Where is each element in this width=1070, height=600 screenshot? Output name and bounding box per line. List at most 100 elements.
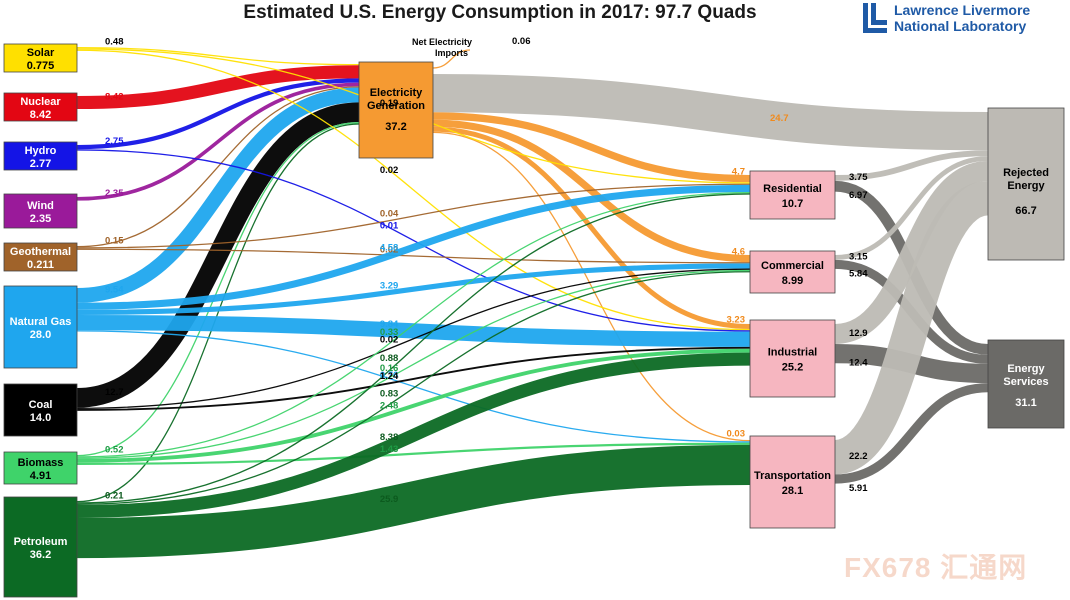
flow-label-transportation-to-services: 5.91	[849, 483, 868, 494]
sector-box-residential	[749, 170, 836, 220]
flow-label-biomass-to-transportation: 1.43	[380, 444, 399, 455]
sector-node-industrial: Industrial 25.2	[749, 319, 836, 398]
source-name-natural-gas: Natural Gas	[10, 316, 72, 328]
flow-label-biomass-to-electricity: 0.52	[105, 445, 124, 456]
flow-label-imports-to-electricity: 0.06	[512, 36, 531, 47]
flow-geothermal-to-residential	[76, 183, 751, 249]
source-box-petroleum	[3, 496, 78, 598]
flow-label-residential-to-rejected: 3.75	[849, 172, 868, 183]
source-box-solar	[3, 43, 78, 73]
sector-node-transportation: Transportation 28.1	[749, 435, 836, 529]
sector-value-commercial: 8.99	[782, 275, 803, 287]
source-value-geothermal: 0.211	[27, 259, 54, 271]
source-name-wind: Wind	[27, 200, 54, 212]
source-name-nuclear: Nuclear	[20, 96, 61, 108]
flow-biomass-to-residential	[76, 191, 751, 458]
imports-label-line-1: Net Electricity	[412, 37, 472, 47]
flow-geothermal-to-commercial	[76, 248, 751, 264]
llnl-logo-line-2: National Laboratory	[894, 18, 1027, 34]
flow-label-electricity-to-industrial: 3.23	[727, 315, 746, 326]
sector-name-transportation: Transportation	[754, 470, 831, 482]
flow-label-hydro-to-electricity: 2.75	[105, 136, 124, 147]
flow-label-residential-to-services: 6.97	[849, 190, 868, 201]
flow-petroleum-to-commercial	[76, 271, 751, 505]
labels-layer: 0.48 8.42 2.75 2.35 0.15 9.54 12.7 0.52 0.21 0.06…	[105, 36, 868, 505]
source-box-coal	[3, 383, 78, 437]
source-box-nuclear	[3, 92, 78, 122]
flow-hydro-to-electricity	[76, 78, 360, 150]
flow-label-industrial-to-rejected: 12.9	[849, 328, 868, 339]
flow-label-electricity-to-residential: 4.7	[732, 167, 745, 178]
flow-label-industrial-to-services: 12.4	[849, 358, 868, 369]
flow-label-commercial-to-rejected: 3.15	[849, 251, 868, 262]
flow-label-coal-to-commercial: 0.02	[380, 335, 399, 346]
flow-label-electricity-to-commercial: 4.6	[732, 247, 745, 258]
source-name-geothermal: Geothermal	[10, 246, 71, 258]
flow-petroleum-to-industrial	[76, 352, 751, 518]
sector-box-commercial	[749, 250, 836, 294]
flow-natural_gas-to-industrial	[76, 314, 751, 347]
flow-label-petroleum-to-industrial: 8.38	[380, 432, 399, 443]
flow-label-geothermal-to-residential: 0.04	[380, 208, 399, 219]
source-value-nuclear: 8.42	[30, 109, 51, 121]
source-box-hydro	[3, 141, 78, 171]
flow-transportation-to-services	[834, 383, 989, 484]
energy-services-name-line-2: Services	[1003, 376, 1048, 388]
flow-label-geothermal-to-commercial: 0.02	[380, 244, 399, 255]
flow-coal-to-commercial	[76, 268, 751, 409]
sector-value-industrial: 25.2	[782, 362, 803, 374]
source-name-solar: Solar	[27, 47, 55, 59]
electricity-generation-value: 37.2	[385, 121, 406, 133]
llnl-logo: Lawrence Livermore National Laboratory	[862, 2, 1062, 38]
page-title: Estimated U.S. Energy Consumption in 201…	[243, 2, 757, 23]
flow-commercial-to-rejected	[834, 156, 989, 260]
source-value-natural-gas: 28.0	[30, 329, 51, 341]
electricity-generation-name-line-2: Generation	[367, 100, 425, 112]
flow-biomass-to-electricity	[76, 122, 360, 457]
flow-label-natural_gas-to-commercial: 3.29	[380, 281, 399, 292]
source-value-wind: 2.35	[30, 213, 51, 225]
flow-geothermal-to-electricity	[76, 86, 360, 248]
flow-natural_gas-to-commercial	[76, 263, 751, 315]
imports-label-line-2: Imports	[435, 48, 468, 58]
sector-box-industrial	[749, 319, 836, 398]
source-box-natural-gas	[3, 285, 78, 369]
sector-name-residential: Residential	[763, 183, 822, 195]
flow-label-natural_gas-to-electricity: 9.54	[105, 284, 124, 295]
flow-petroleum-to-transportation	[76, 444, 751, 559]
source-name-coal: Coal	[29, 399, 53, 411]
sector-box-transportation	[749, 435, 836, 529]
flow-petroleum-to-electricity	[76, 123, 360, 503]
rejected-energy-name-line-1: Rejected	[1003, 167, 1049, 179]
flow-residential-to-rejected	[834, 150, 989, 181]
llnl-logo-text: Lawrence Livermore National Laboratory	[894, 2, 1030, 34]
flow-label-petroleum-to-transportation: 25.9	[380, 494, 399, 505]
source-box-geothermal	[3, 242, 78, 272]
rejected-energy-name-line-2: Energy	[1007, 180, 1045, 192]
flow-label-biomass-to-residential: 0.33	[380, 327, 399, 338]
sector-node-commercial: Commercial 8.99	[749, 250, 836, 294]
source-value-coal: 14.0	[30, 412, 51, 424]
flow-label-natural_gas-to-transportation: 0.76	[380, 370, 399, 381]
flow-petroleum-to-residential	[76, 193, 751, 504]
flow-industrial-to-rejected	[834, 160, 989, 344]
flow-label-biomass-to-industrial: 2.48	[380, 400, 399, 411]
watermark: FX678 汇通网	[844, 552, 1028, 583]
source-value-biomass: 4.91	[30, 470, 51, 482]
flow-electricity-to-commercial	[432, 119, 751, 263]
flow-electricity-to-transportation	[432, 131, 751, 442]
sector-name-industrial: Industrial	[768, 347, 818, 359]
